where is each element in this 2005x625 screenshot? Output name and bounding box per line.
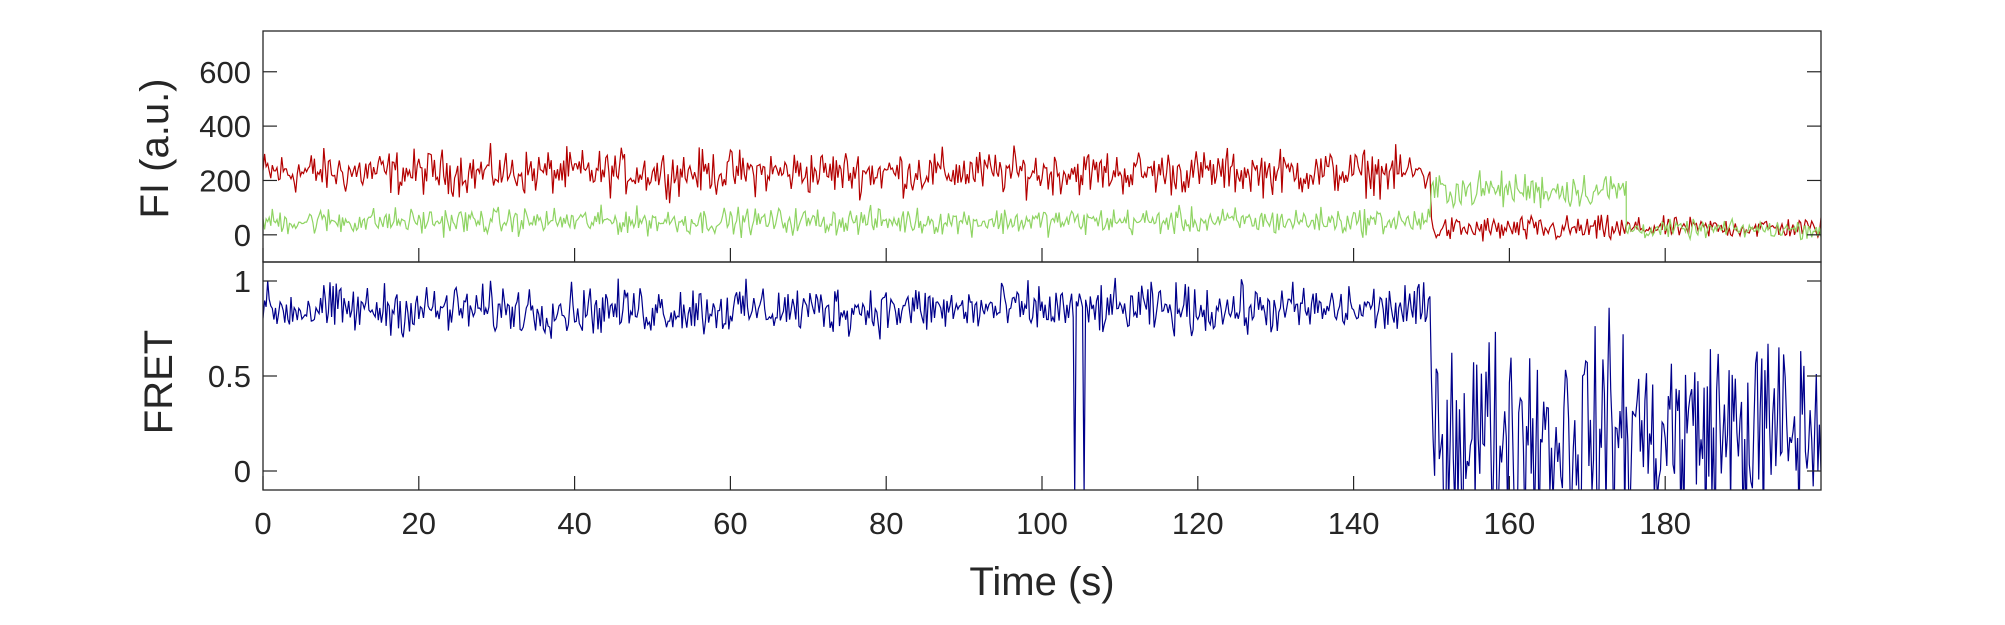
- bottom-ytick-label: 0.5: [208, 359, 251, 394]
- bottom-xtick-label: 20: [402, 506, 436, 541]
- fluorescence-y-axis-label: FI (a.u.): [133, 78, 177, 218]
- top-ytick-label: 400: [199, 109, 251, 144]
- top-axes-frame: [262, 30, 1822, 263]
- bottom-ytick-label: 1: [234, 264, 251, 299]
- bottom-xtick-label: 0: [254, 506, 271, 541]
- time-x-axis-label: Time (s): [969, 560, 1114, 604]
- bottom-xtick-label: 60: [713, 506, 747, 541]
- bottom-xtick-label: 180: [1639, 506, 1691, 541]
- top-ytick-label: 600: [199, 55, 251, 90]
- top-series-1-line: [263, 170, 1821, 242]
- bottom-ytick-label: 0: [234, 454, 251, 489]
- fret-panel: 0 0.5 1 0 20 40 60 80 100 120 140 160 180: [208, 261, 1822, 541]
- bottom-xtick-label: 40: [557, 506, 591, 541]
- fluorescence-panel: 0 200 400 600: [199, 30, 1822, 263]
- bottom-series-0-line: [263, 277, 1821, 490]
- bottom-xtick-label: 80: [869, 506, 903, 541]
- top-ytick-label: 200: [199, 163, 251, 198]
- bottom-xtick-label: 160: [1484, 506, 1536, 541]
- bottom-xtick-label: 140: [1328, 506, 1380, 541]
- top-ytick-label: 0: [234, 218, 251, 253]
- bottom-xtick-label: 120: [1172, 506, 1224, 541]
- fret-y-axis-label: FRET: [137, 330, 181, 434]
- bottom-xtick-label: 100: [1016, 506, 1068, 541]
- top-series-0-line: [263, 143, 1821, 242]
